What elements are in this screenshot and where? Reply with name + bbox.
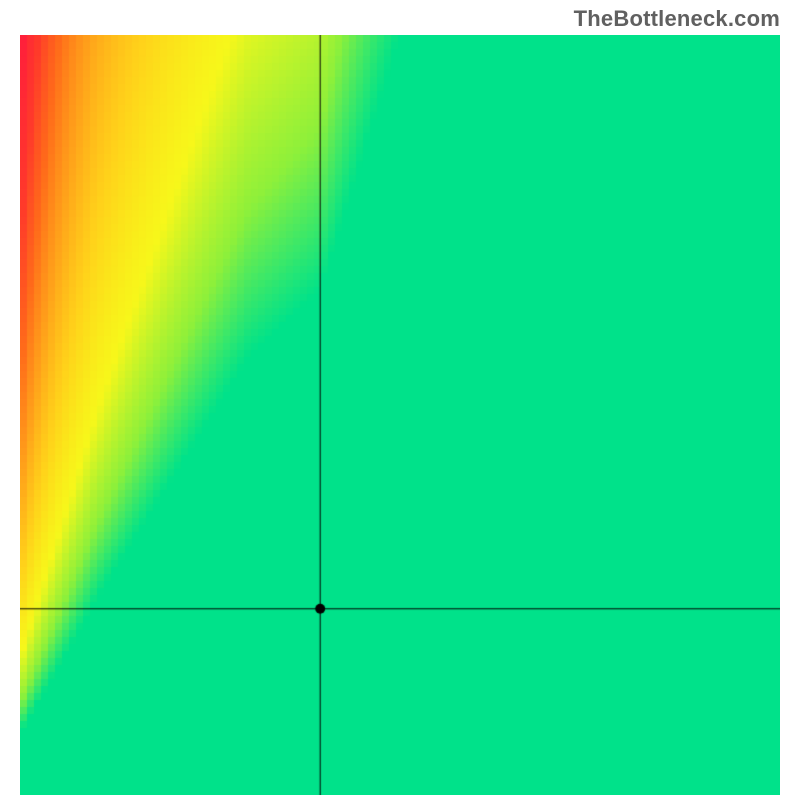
heatmap-canvas — [20, 35, 780, 795]
watermark-text: TheBottleneck.com — [574, 6, 780, 32]
heatmap-plot — [20, 35, 780, 795]
